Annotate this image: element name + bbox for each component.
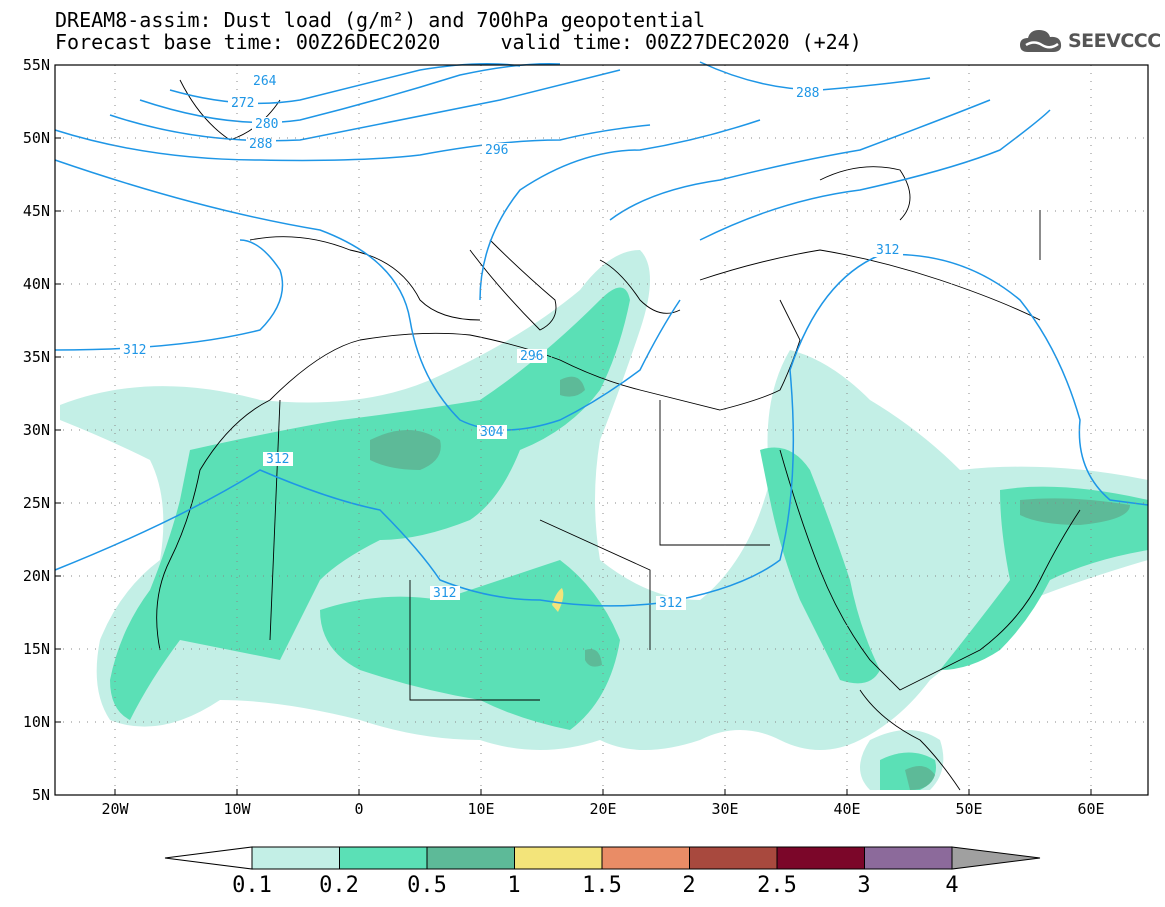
colorbar-label: 4 bbox=[945, 873, 958, 898]
lat-label: 40N bbox=[23, 275, 50, 293]
lat-label: 35N bbox=[23, 348, 50, 366]
contour-label: 312 bbox=[876, 243, 899, 258]
colorbar-label: 1 bbox=[507, 873, 520, 898]
dust-load-0.2-area bbox=[110, 287, 1148, 790]
contour-label: 288 bbox=[796, 86, 819, 101]
lon-label: 20E bbox=[589, 800, 616, 818]
colorbar-over-arrow bbox=[951, 846, 1041, 870]
lat-label: 55N bbox=[23, 56, 50, 74]
colorbar-label: 2.5 bbox=[757, 873, 797, 898]
contour-label: 280 bbox=[255, 117, 278, 132]
contour-label: 296 bbox=[485, 143, 508, 158]
lon-label: 10W bbox=[223, 800, 251, 818]
contour-label: 296 bbox=[520, 349, 543, 364]
colorbar-box bbox=[426, 846, 515, 870]
latitude-labels: 55N 50N 45N 40N 35N 30N 25N 20N 15N 10N … bbox=[23, 56, 50, 804]
colorbar-label: 3 bbox=[857, 873, 870, 898]
logo-text: SEEVCCC bbox=[1068, 30, 1161, 52]
cloud-icon bbox=[1020, 30, 1062, 52]
colorbar-box bbox=[776, 846, 865, 870]
lat-label: 15N bbox=[23, 640, 50, 658]
colorbar-box bbox=[514, 846, 603, 870]
map-title: DREAM8-assim: Dust load (g/m²) and 700hP… bbox=[55, 8, 706, 32]
lat-label: 5N bbox=[32, 786, 50, 804]
contour-label: 312 bbox=[433, 586, 456, 601]
lat-label: 50N bbox=[23, 129, 50, 147]
contour-label: 288 bbox=[249, 137, 272, 152]
contour-label: 304 bbox=[480, 425, 504, 440]
lon-label: 50E bbox=[955, 800, 982, 818]
colorbar-boxes bbox=[251, 846, 953, 870]
contour-label: 312 bbox=[266, 452, 289, 467]
lat-label: 10N bbox=[23, 713, 50, 731]
colorbar: 0.1 0.2 0.5 1 1.5 2 2.5 3 4 bbox=[164, 846, 1041, 898]
axis-ticks bbox=[55, 64, 1092, 796]
colorbar-labels: 0.1 0.2 0.5 1 1.5 2 2.5 3 4 bbox=[232, 873, 959, 898]
contour-label: 272 bbox=[231, 96, 254, 111]
lat-label: 30N bbox=[23, 421, 50, 439]
coastlines bbox=[156, 79, 1081, 791]
colorbar-label: 0.5 bbox=[407, 873, 447, 898]
lon-label: 0 bbox=[354, 800, 363, 818]
contour-label: 312 bbox=[659, 596, 682, 611]
colorbar-label: 1.5 bbox=[582, 873, 622, 898]
graticule bbox=[55, 65, 1148, 795]
colorbar-box bbox=[251, 846, 340, 870]
contour-label: 312 bbox=[123, 343, 146, 358]
lat-label: 20N bbox=[23, 567, 50, 585]
seevccc-logo: SEEVCCC bbox=[1018, 26, 1161, 56]
lon-label: 30E bbox=[711, 800, 738, 818]
lon-label: 10E bbox=[467, 800, 494, 818]
colorbar-label: 0.2 bbox=[319, 873, 359, 898]
lat-label: 25N bbox=[23, 494, 50, 512]
dust-load-1.0-area bbox=[552, 588, 564, 612]
colorbar-label: 2 bbox=[682, 873, 695, 898]
forecast-time-subtitle: Forecast base time: 00Z26DEC2020 valid t… bbox=[55, 30, 862, 54]
lon-label: 40E bbox=[833, 800, 860, 818]
colorbar-box bbox=[864, 846, 953, 870]
lon-label: 20W bbox=[101, 800, 129, 818]
colorbar-under-arrow bbox=[164, 846, 253, 870]
colorbar-label: 0.1 bbox=[232, 873, 272, 898]
contour-labels: 264 272 280 288 296 288 312 312 296 304 … bbox=[120, 74, 903, 611]
contour-label: 264 bbox=[253, 74, 277, 89]
colorbar-box bbox=[601, 846, 690, 870]
lon-label: 60E bbox=[1077, 800, 1104, 818]
lat-label: 45N bbox=[23, 202, 50, 220]
dust-load-0.5-area bbox=[370, 376, 1130, 790]
longitude-labels: 20W 10W 0 10E 20E 30E 40E 50E 60E bbox=[101, 800, 1104, 818]
colorbar-box bbox=[689, 846, 778, 870]
colorbar-box bbox=[339, 846, 428, 870]
